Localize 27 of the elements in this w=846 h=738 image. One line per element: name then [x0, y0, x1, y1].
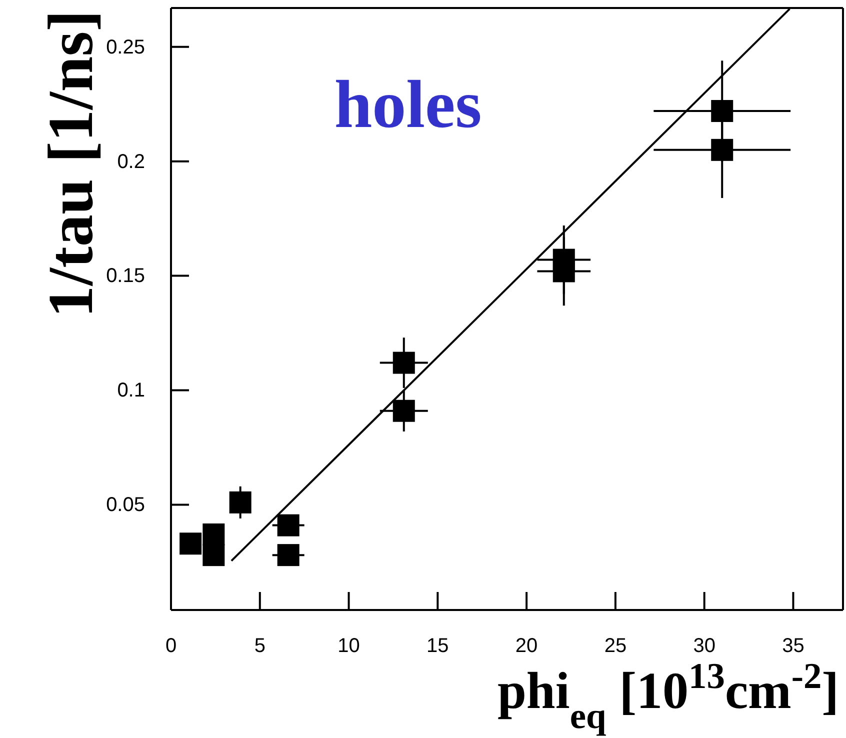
y-tick-label: 0.15 [106, 265, 145, 288]
point [229, 491, 252, 514]
x-tick-label: 35 [782, 635, 804, 658]
x-tick-label: 25 [604, 635, 627, 658]
y-tick-label: 0.2 [117, 150, 145, 173]
x-tick-label: 20 [515, 635, 538, 658]
y-tick-label: 0.25 [106, 36, 145, 58]
x-tick-label: 15 [426, 635, 449, 658]
y-tick-label: 0.1 [117, 380, 145, 402]
point [392, 400, 415, 422]
point [180, 532, 202, 555]
y-axis-title: 1/tau [1/ns] [35, 10, 106, 318]
point [552, 260, 575, 282]
x-tick-label: 30 [693, 635, 716, 658]
x-tick-label: 10 [338, 635, 360, 658]
point [392, 352, 415, 374]
text: holes [334, 66, 482, 142]
point [277, 514, 300, 536]
x-tick-label: 5 [254, 635, 266, 658]
y-tick-label: 0.05 [106, 494, 145, 516]
point [277, 544, 300, 566]
point [202, 523, 225, 546]
point [202, 544, 225, 566]
point [711, 138, 734, 161]
x-tick-label: 0 [165, 635, 177, 658]
point [711, 100, 734, 122]
x-axis-title: phi$_{eq}$ [10$^{13}$cm$^{-2}$] [498, 656, 839, 736]
